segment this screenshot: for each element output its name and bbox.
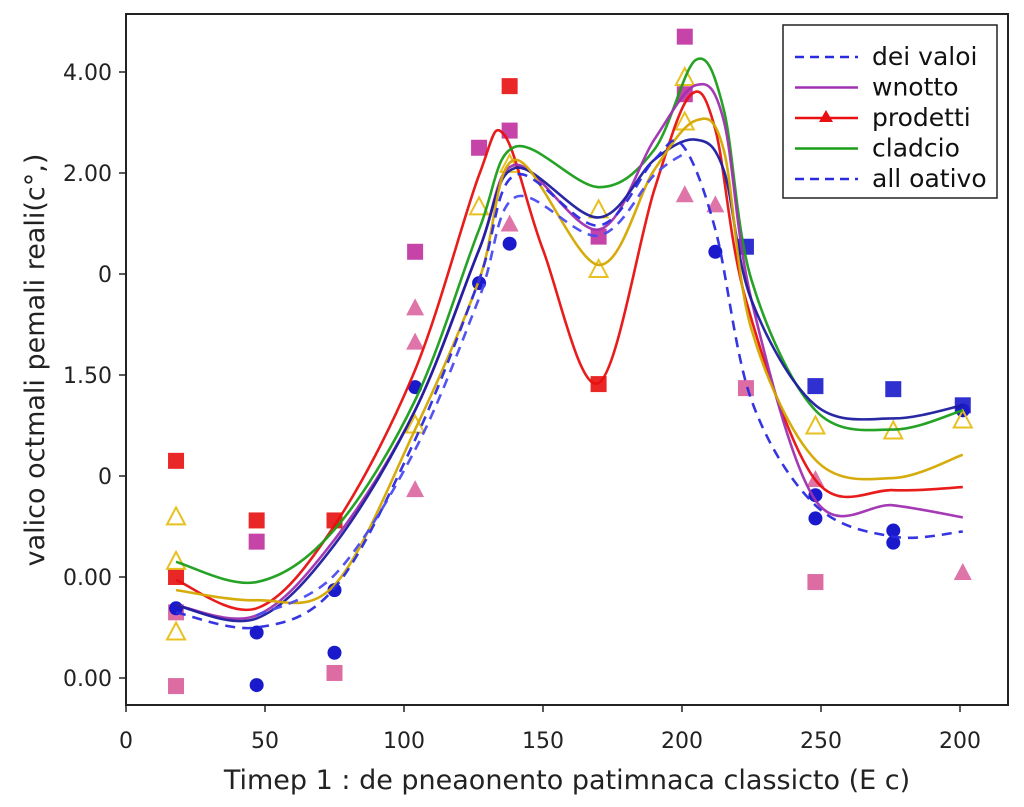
x-tick-label: 50 [251,729,279,754]
triangle-marker [675,185,694,203]
y-tick-label: 1.50 [63,364,112,389]
series-line-dei-valoi [175,139,963,630]
open-triangle-marker [952,408,974,429]
circle-marker [502,236,517,251]
y-tick-label: 2.00 [63,162,112,187]
square-marker [590,228,607,245]
y-tick-label: 0.00 [63,667,112,692]
circle-marker [327,645,342,660]
circle-marker [808,488,823,503]
circle-marker [708,244,723,259]
circle-marker [249,625,264,640]
open-triangle-marker [804,414,827,435]
square-marker [407,243,424,260]
series-line-unnamed-4 [175,117,964,605]
series-line-all-oativo [256,153,683,617]
triangle-marker [406,480,425,498]
x-axis-label: Timep 1 : de pneaonento patimnaca classi… [223,765,910,796]
square-marker [807,574,824,591]
legend-label: wnotto [872,73,959,102]
circle-marker [808,511,823,526]
y-axis-label: valico octmali pemali reali(c°,) [20,154,51,567]
square-marker [807,378,824,395]
x-tick-label: 100 [383,729,425,754]
open-triangle-marker [165,549,187,570]
square-marker [248,512,265,529]
legend-label: dei valoi [872,42,977,71]
series-line-unnamed-3 [175,138,964,623]
square-marker [168,452,185,469]
triangle-marker [953,562,972,580]
triangle-marker [406,332,425,350]
triangle-marker [406,298,425,316]
axis-ticks: 0 50 100 150 200 250 200 0.00 0.00 0 1.50 0 2.00 4.00 [63,61,981,754]
legend-marker [819,110,833,122]
y-tick-label: 0 [98,263,112,288]
open-triangle-marker [468,195,490,216]
open-triangle-marker [165,620,187,641]
square-marker [168,678,185,695]
plot-marks [165,28,974,695]
open-triangle-marker [674,65,696,87]
x-tick-label: 200 [661,729,703,754]
square-marker [737,380,754,397]
square-marker [471,139,488,156]
x-tick-label: 150 [522,729,564,754]
legend-label: cladcio [872,134,960,163]
circle-marker [327,583,342,598]
legend-box [782,24,998,199]
x-tick-label: 200 [939,729,981,754]
y-tick-label: 0.00 [63,566,112,591]
series-line-wnotto [175,82,964,620]
triangle-marker [500,214,519,232]
x-tick-label: 250 [800,729,842,754]
open-triangle-marker [165,505,187,526]
x-tick-label: 0 [119,729,133,754]
open-triangle-marker [587,257,610,278]
circle-marker [886,535,901,550]
square-marker [248,533,265,550]
legend-label: all oativo [872,164,987,193]
square-marker [676,28,693,45]
triangle-marker [706,195,725,213]
y-tick-label: 4.00 [63,61,112,86]
y-tick-label: 0 [98,465,112,490]
legend-label: prodetti [872,103,971,132]
square-marker [501,78,518,95]
circle-marker [886,523,901,538]
square-marker [885,381,902,398]
plot-frame [125,13,1009,706]
circle-marker [249,678,264,693]
square-marker [326,664,343,681]
